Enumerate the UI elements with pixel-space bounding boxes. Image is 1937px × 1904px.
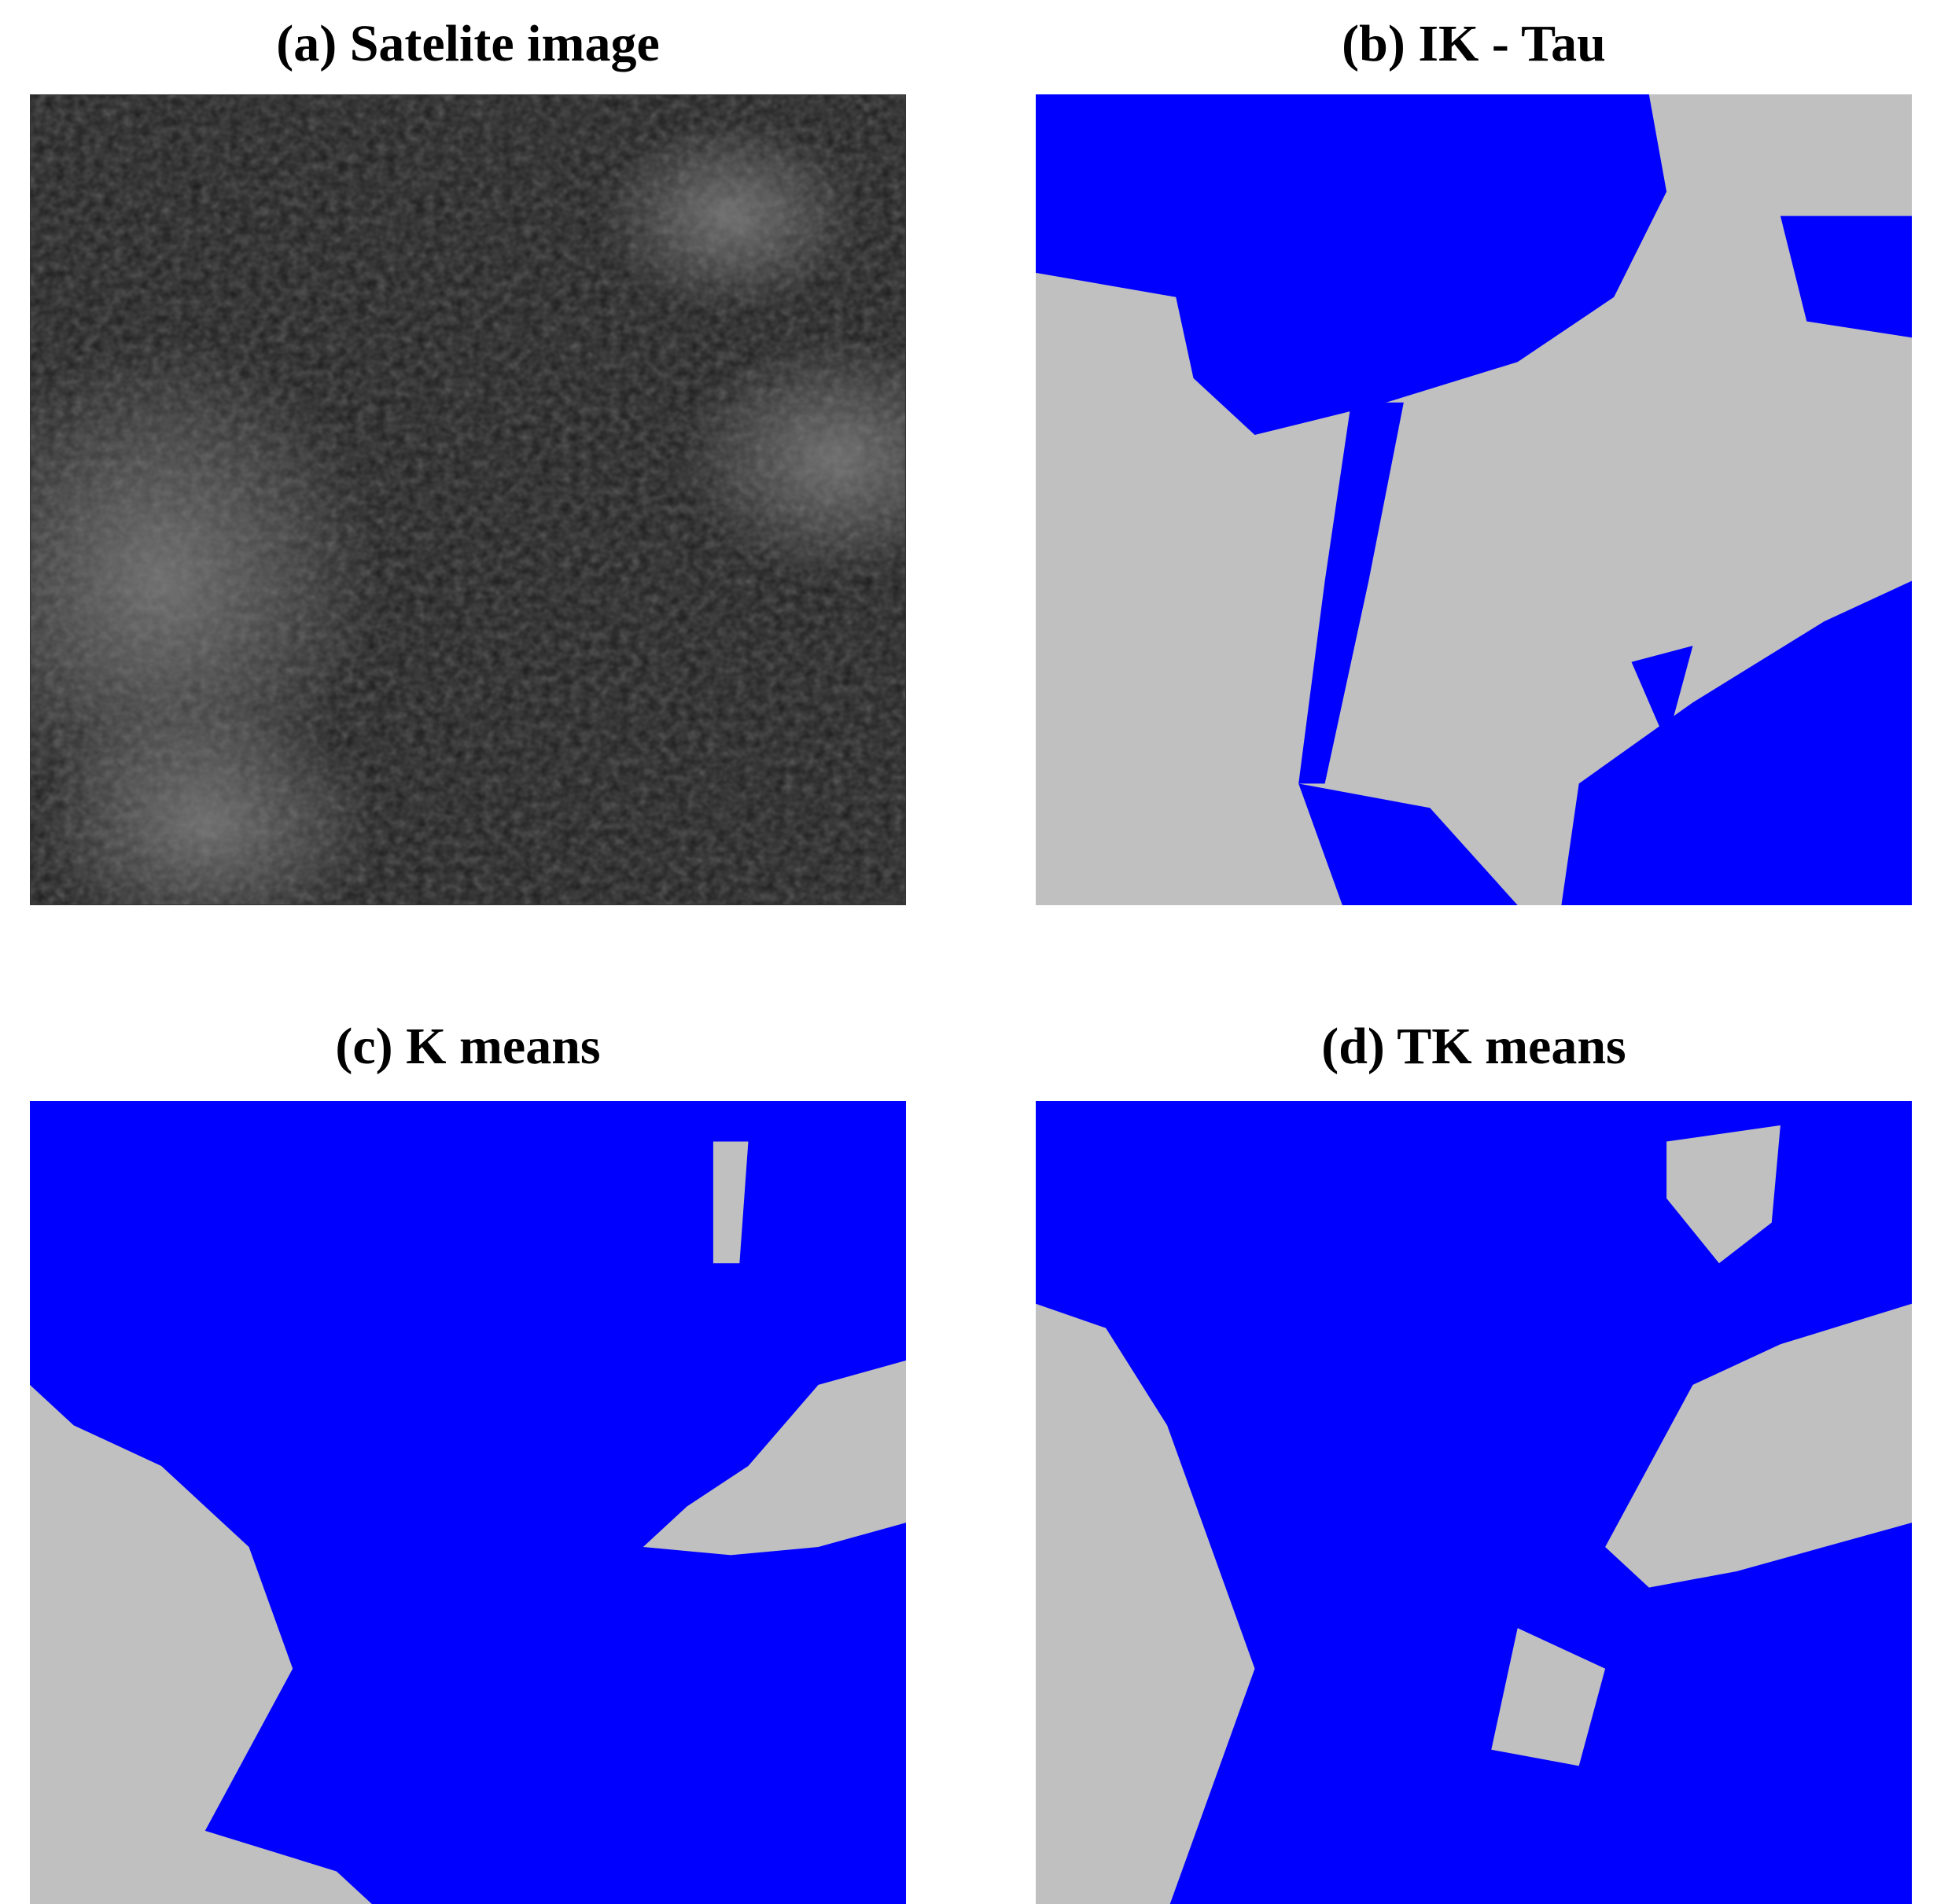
satellite-image [30, 94, 906, 905]
panel-title: (d) TK means [1321, 1018, 1626, 1075]
panel-title: (b) IK - Tau [1342, 15, 1606, 72]
panel-title: (c) K means [335, 1018, 601, 1075]
panel-title: (a) Satelite image [276, 15, 660, 72]
tk-means-map [1036, 1101, 1912, 1904]
k-means-map [30, 1101, 906, 1904]
ik-tau-map [1036, 94, 1912, 905]
